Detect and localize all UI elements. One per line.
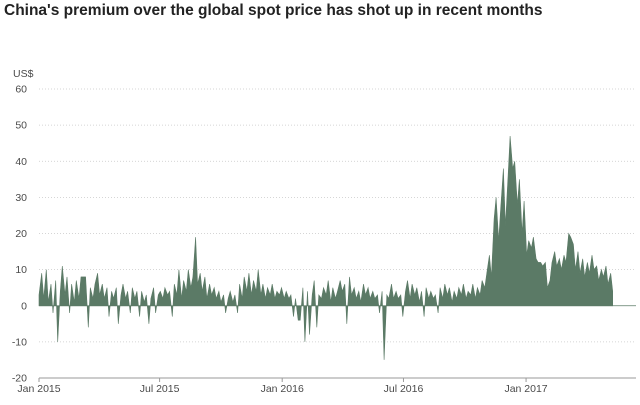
y-tick-label: 60 bbox=[15, 84, 27, 96]
x-tick-label: Jul 2015 bbox=[140, 383, 180, 395]
y-tick-label: 30 bbox=[15, 192, 27, 204]
y-axis-tick-labels: -20 -10 0 10 20 30 40 50 60 bbox=[12, 84, 27, 385]
y-tick-label: 10 bbox=[15, 264, 27, 276]
x-tick-label: Jul 2016 bbox=[384, 383, 424, 395]
x-tick-label: Jan 2015 bbox=[17, 383, 60, 395]
chart-title: China's premium over the global spot pri… bbox=[4, 2, 543, 19]
x-tick-label: Jan 2016 bbox=[261, 383, 304, 395]
x-axis bbox=[38, 377, 636, 382]
y-axis-unit-label: US$ bbox=[13, 68, 34, 80]
gridlines bbox=[39, 88, 636, 379]
y-tick-label: -20 bbox=[12, 373, 27, 385]
y-tick-label: 20 bbox=[15, 228, 27, 240]
x-tick-label: Jan 2017 bbox=[504, 383, 547, 395]
data-area bbox=[38, 135, 613, 360]
y-tick-label: -10 bbox=[12, 336, 27, 348]
y-tick-label: 40 bbox=[15, 156, 27, 168]
area-series-path bbox=[38, 135, 613, 360]
y-tick-label: 0 bbox=[21, 300, 27, 312]
x-axis-tick-labels: Jan 2015 Jul 2015 Jan 2016 Jul 2016 Jan 2017 bbox=[17, 383, 547, 395]
y-tick-label: 50 bbox=[15, 120, 27, 132]
